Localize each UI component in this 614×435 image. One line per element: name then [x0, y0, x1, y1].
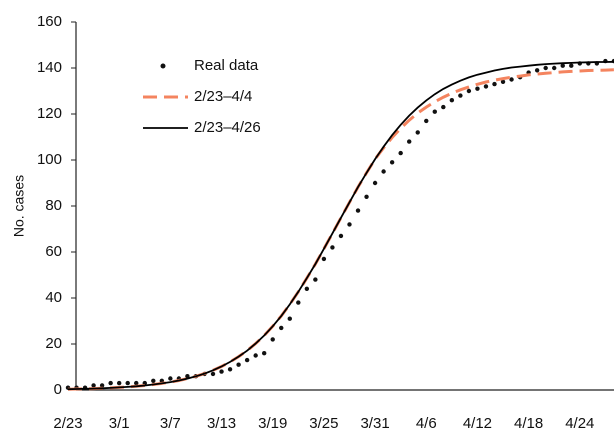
y-tick-label: 0 — [54, 381, 62, 398]
data-point — [552, 65, 557, 71]
data-point — [125, 380, 130, 386]
data-point — [492, 81, 497, 87]
y-tick-label: 80 — [45, 197, 62, 214]
legend-label: 2/23–4/26 — [194, 119, 261, 136]
data-point — [151, 378, 156, 383]
data-point — [483, 84, 489, 89]
data-point — [407, 139, 412, 144]
data-point — [168, 376, 173, 381]
data-point — [449, 98, 455, 103]
data-point — [91, 383, 96, 388]
x-tick-label: 3/7 — [160, 415, 181, 432]
data-point — [108, 380, 113, 386]
x-tick-label: 4/18 — [514, 415, 543, 432]
x-tick-label: 4/6 — [416, 415, 437, 432]
data-point — [509, 77, 514, 82]
data-point — [534, 68, 540, 73]
x-tick-label: 2/23 — [53, 415, 82, 432]
data-point — [466, 88, 472, 94]
legend-symbol — [160, 63, 166, 69]
data-point — [236, 362, 241, 367]
data-point — [185, 374, 190, 379]
data-point — [270, 337, 275, 342]
data-point — [398, 150, 403, 156]
data-point — [116, 380, 122, 386]
data-point — [296, 300, 301, 305]
data-point — [560, 63, 565, 68]
data-point — [424, 118, 429, 124]
x-tick-label: 4/12 — [463, 415, 492, 432]
y-tick-label: 120 — [37, 105, 62, 122]
x-tick-label: 4/24 — [565, 415, 594, 432]
data-point — [210, 371, 216, 377]
data-point — [330, 245, 335, 250]
data-point — [389, 160, 395, 165]
legend-label: Real data — [194, 57, 259, 74]
x-tick-label: 3/1 — [109, 415, 130, 432]
data-point — [321, 256, 327, 262]
data-point — [415, 130, 420, 135]
x-tick-label: 3/31 — [360, 415, 389, 432]
x-tick-label: 3/13 — [207, 415, 236, 432]
data-point — [219, 369, 224, 374]
data-point — [355, 208, 361, 213]
data-point — [347, 222, 352, 227]
data-point — [227, 367, 233, 372]
y-axis-title: No. cases — [11, 175, 27, 237]
data-point — [364, 194, 369, 199]
y-tick-label: 60 — [45, 243, 62, 260]
y-tick-label: 160 — [37, 13, 62, 30]
data-point — [543, 65, 548, 71]
data-point — [432, 109, 437, 114]
x-tick-label: 3/25 — [309, 415, 338, 432]
curve — [67, 60, 614, 391]
data-point — [500, 79, 506, 85]
data-point — [304, 286, 310, 291]
data-point — [458, 93, 463, 98]
legend-label: 2/23–4/4 — [194, 88, 252, 105]
data-point — [253, 353, 258, 358]
data-point — [99, 383, 105, 388]
data-point — [134, 380, 139, 386]
data-point — [244, 357, 250, 363]
curve — [67, 68, 614, 391]
data-point — [287, 316, 292, 321]
y-tick-label: 100 — [37, 151, 62, 168]
x-tick-label: 3/19 — [258, 415, 287, 432]
data-point — [261, 351, 267, 356]
data-point — [313, 277, 318, 282]
data-point — [475, 86, 480, 91]
data-point — [381, 169, 386, 174]
data-point — [279, 325, 284, 331]
y-tick-label: 140 — [37, 59, 62, 76]
y-tick-label: 20 — [45, 335, 62, 352]
data-point — [441, 104, 446, 110]
data-point — [338, 233, 344, 239]
y-tick-label: 40 — [45, 289, 62, 306]
data-point — [372, 180, 378, 186]
data-point — [569, 63, 574, 68]
